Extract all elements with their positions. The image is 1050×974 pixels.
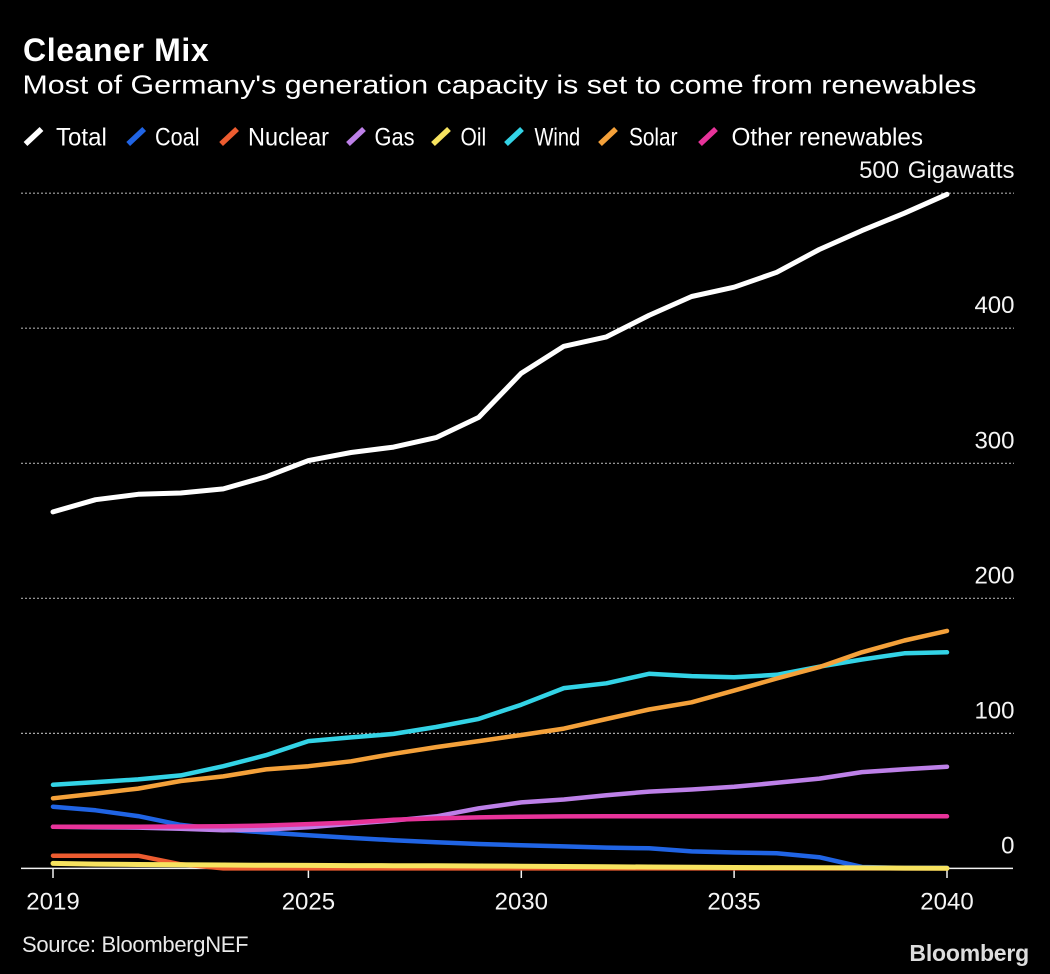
svg-text:Coal: Coal xyxy=(155,124,200,152)
svg-text:0: 0 xyxy=(1001,832,1014,859)
svg-text:500 Gigawatts: 500 Gigawatts xyxy=(859,157,1014,184)
svg-text:300: 300 xyxy=(974,427,1014,454)
svg-text:Total: Total xyxy=(56,124,107,152)
svg-text:Solar: Solar xyxy=(629,124,678,152)
svg-text:200: 200 xyxy=(974,562,1014,589)
svg-text:Other renewables: Other renewables xyxy=(732,124,924,152)
svg-text:Oil: Oil xyxy=(461,124,487,152)
svg-text:Nuclear: Nuclear xyxy=(248,124,329,152)
svg-text:Wind: Wind xyxy=(535,124,581,152)
svg-text:Bloomberg: Bloomberg xyxy=(909,940,1029,966)
svg-text:100: 100 xyxy=(974,697,1014,724)
svg-text:Gas: Gas xyxy=(375,124,415,152)
svg-text:Source: BloombergNEF: Source: BloombergNEF xyxy=(22,932,248,957)
svg-text:2019: 2019 xyxy=(26,889,79,916)
svg-text:2040: 2040 xyxy=(920,889,973,916)
svg-text:2025: 2025 xyxy=(282,889,335,916)
svg-text:Cleaner Mix: Cleaner Mix xyxy=(23,32,209,68)
svg-text:2035: 2035 xyxy=(707,889,760,916)
svg-text:400: 400 xyxy=(974,292,1014,319)
svg-text:Most of Germany's generation c: Most of Germany's generation capacity is… xyxy=(23,70,977,100)
svg-text:2030: 2030 xyxy=(495,889,548,916)
